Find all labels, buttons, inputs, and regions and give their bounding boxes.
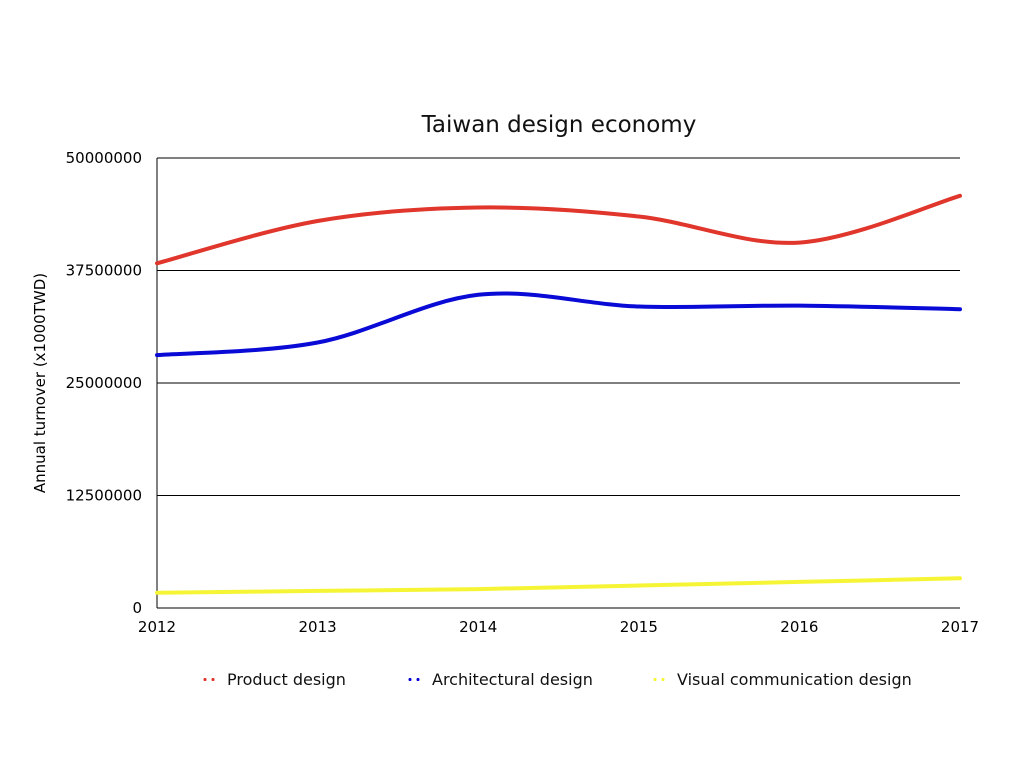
x-tick-label: 2017	[941, 618, 979, 636]
axes	[156, 158, 960, 609]
legend-label: Architectural design	[432, 670, 593, 689]
chart-title: Taiwan design economy	[421, 112, 697, 138]
legend-label: Product design	[227, 670, 346, 689]
y-axis-label: Annual turnover (x1000TWD)	[31, 273, 49, 493]
y-tick-labels: 0 12500000 25000000 37500000 50000000	[66, 149, 142, 617]
x-tick-label: 2013	[299, 618, 337, 636]
series-line-visual-communication-design	[155, 576, 962, 595]
x-tick-label: 2015	[620, 618, 658, 636]
y-tick-label: 50000000	[66, 149, 142, 167]
legend-swatch-product-design	[201, 678, 217, 681]
legend: Product design Architectural design Visu…	[0, 670, 1024, 692]
x-tick-label: 2012	[138, 618, 176, 636]
legend-item-product-design: Product design	[201, 670, 346, 689]
series-line-architectural-design	[155, 291, 962, 358]
legend-swatch-architectural-design	[406, 678, 422, 681]
gridlines	[157, 157, 960, 609]
x-tick-label: 2016	[780, 618, 818, 636]
series-line-product-design	[155, 193, 962, 266]
y-tick-label: 12500000	[66, 487, 142, 505]
series-lines	[155, 193, 962, 595]
x-tick-label: 2014	[459, 618, 497, 636]
x-tick-labels: 2012 2013 2014 2015 2016 2017	[138, 618, 979, 636]
legend-item-architectural-design: Architectural design	[406, 670, 593, 689]
legend-item-visual-communication-design: Visual communication design	[651, 670, 912, 689]
y-tick-label: 37500000	[66, 262, 142, 280]
y-tick-label: 25000000	[66, 374, 142, 392]
legend-label: Visual communication design	[677, 670, 912, 689]
y-tick-label: 0	[132, 599, 142, 617]
legend-swatch-visual-communication-design	[651, 678, 667, 681]
